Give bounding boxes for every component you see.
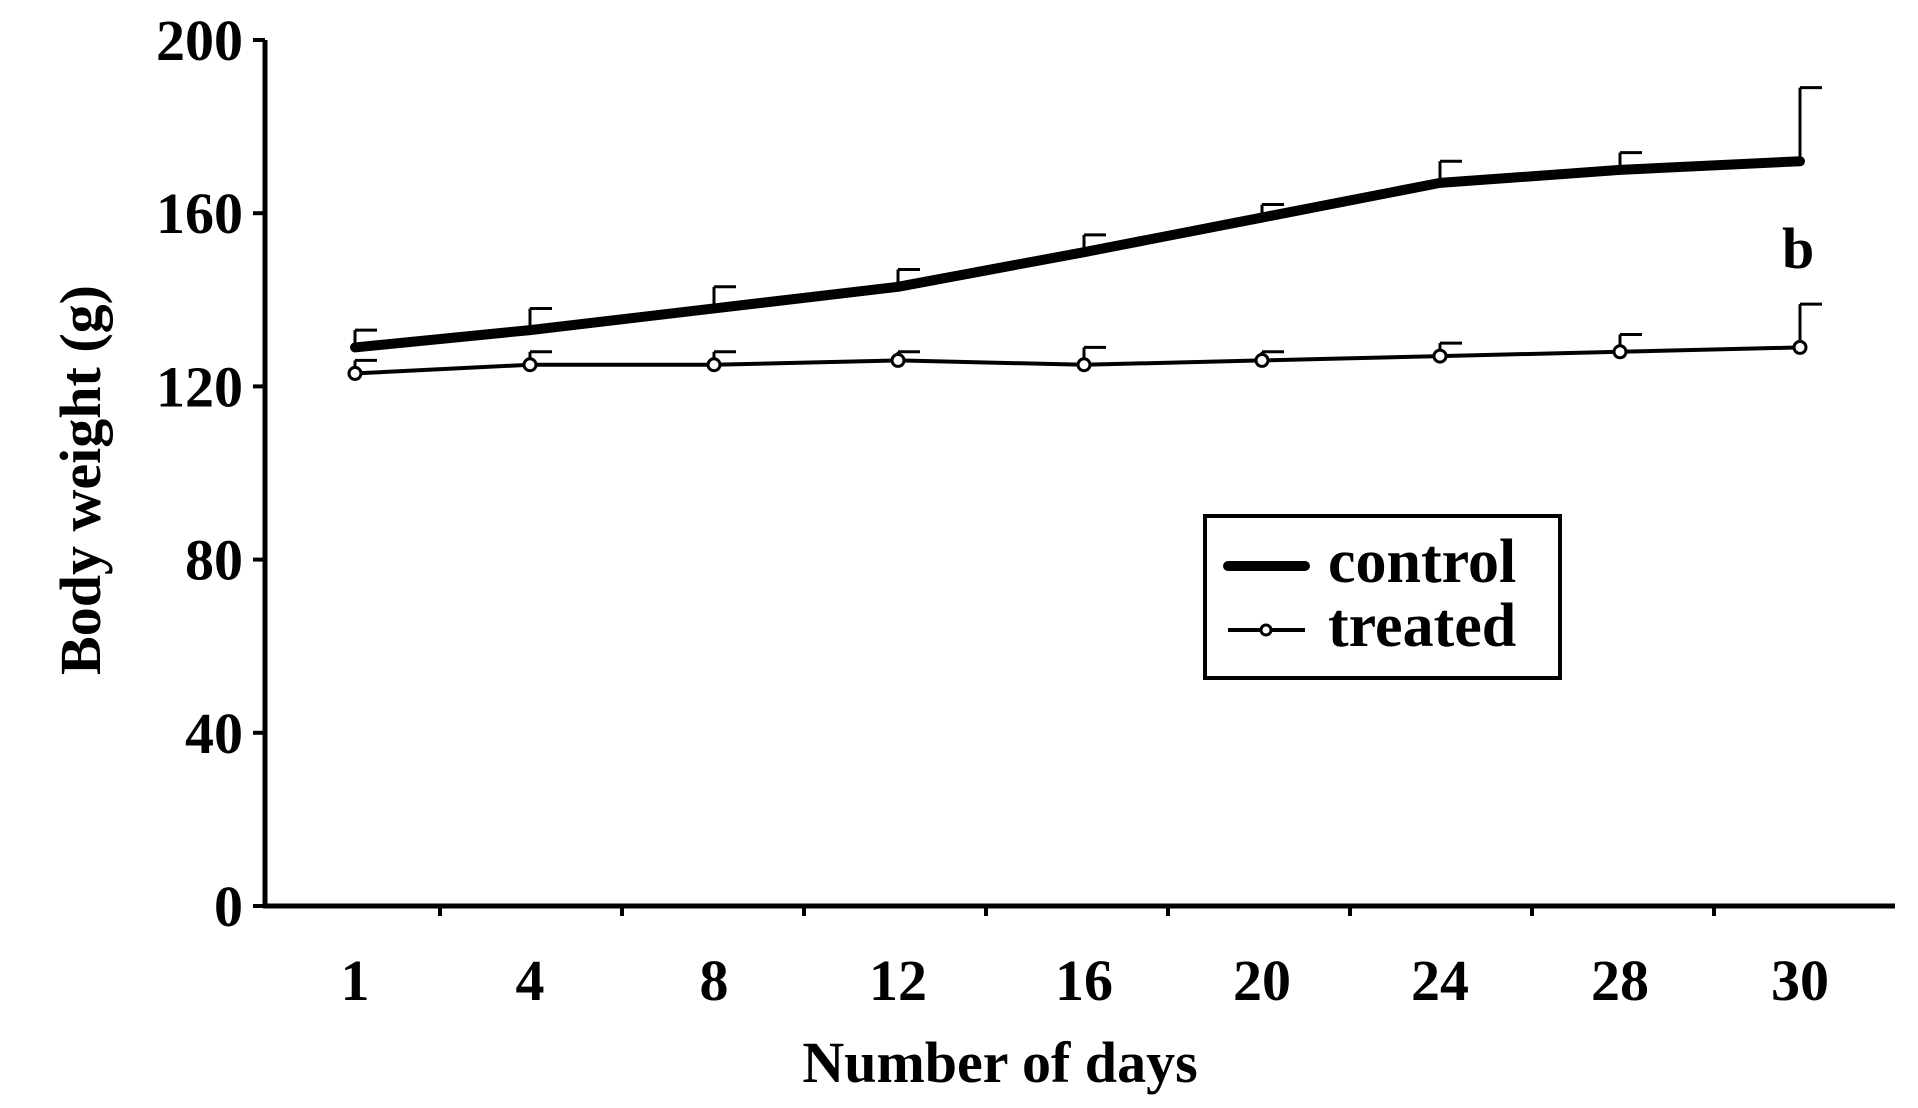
point-control xyxy=(527,327,533,334)
y-tick-label-160: 160 xyxy=(156,181,243,246)
y-axis-ticks: 0 40 80 120 160 200 xyxy=(156,8,265,939)
point-control xyxy=(1081,249,1087,256)
x-tick-label-12: 12 xyxy=(869,948,927,1013)
point-treated xyxy=(1612,344,1628,360)
x-tick-label-24: 24 xyxy=(1411,948,1469,1013)
legend-label-treated: treated xyxy=(1328,592,1516,660)
series-line-treated xyxy=(353,345,1802,376)
significance-annotation: b xyxy=(1782,216,1814,281)
y-axis-title: Body weight (g) xyxy=(48,285,113,675)
series-line-control xyxy=(350,156,1805,353)
point-treated xyxy=(1076,357,1092,373)
point-treated xyxy=(347,365,363,381)
point-control xyxy=(711,305,717,312)
x-axis-title: Number of days xyxy=(802,1030,1197,1095)
point-treated xyxy=(1792,339,1808,355)
x-tick-label-16: 16 xyxy=(1055,948,1113,1013)
point-control xyxy=(1259,214,1265,221)
legend-marker-treated xyxy=(1259,623,1273,637)
y-tick-label-80: 80 xyxy=(185,528,243,593)
legend-label-control: control xyxy=(1328,528,1516,596)
x-tick-label-20: 20 xyxy=(1233,948,1291,1013)
point-treated xyxy=(1432,348,1448,364)
x-tick-label-30: 30 xyxy=(1771,948,1829,1013)
x-tick-label-28: 28 xyxy=(1591,948,1649,1013)
point-treated xyxy=(1254,352,1270,368)
point-control xyxy=(1617,166,1623,173)
point-control xyxy=(1437,179,1443,186)
series-treated xyxy=(347,302,1822,381)
series-group xyxy=(347,86,1822,381)
x-tick-label-4: 4 xyxy=(516,948,545,1013)
x-axis-ticks: 1 4 8 12 16 20 24 28 30 xyxy=(341,906,1829,1013)
point-treated xyxy=(522,357,538,373)
y-tick-label-200: 200 xyxy=(156,8,243,73)
legend-box xyxy=(1203,514,1562,680)
legend: control treated xyxy=(1203,514,1562,680)
y-tick-label-120: 120 xyxy=(156,354,243,419)
y-tick-label-0: 0 xyxy=(214,874,243,939)
y-tick-label-40: 40 xyxy=(185,701,243,766)
point-treated xyxy=(706,357,722,373)
series-control xyxy=(350,86,1822,353)
point-treated xyxy=(890,352,906,368)
axes xyxy=(262,40,1895,909)
x-tick-label-1: 1 xyxy=(341,948,370,1013)
point-control xyxy=(1797,158,1803,165)
point-control xyxy=(895,283,901,290)
x-tick-label-8: 8 xyxy=(700,948,729,1013)
point-control xyxy=(352,344,358,351)
